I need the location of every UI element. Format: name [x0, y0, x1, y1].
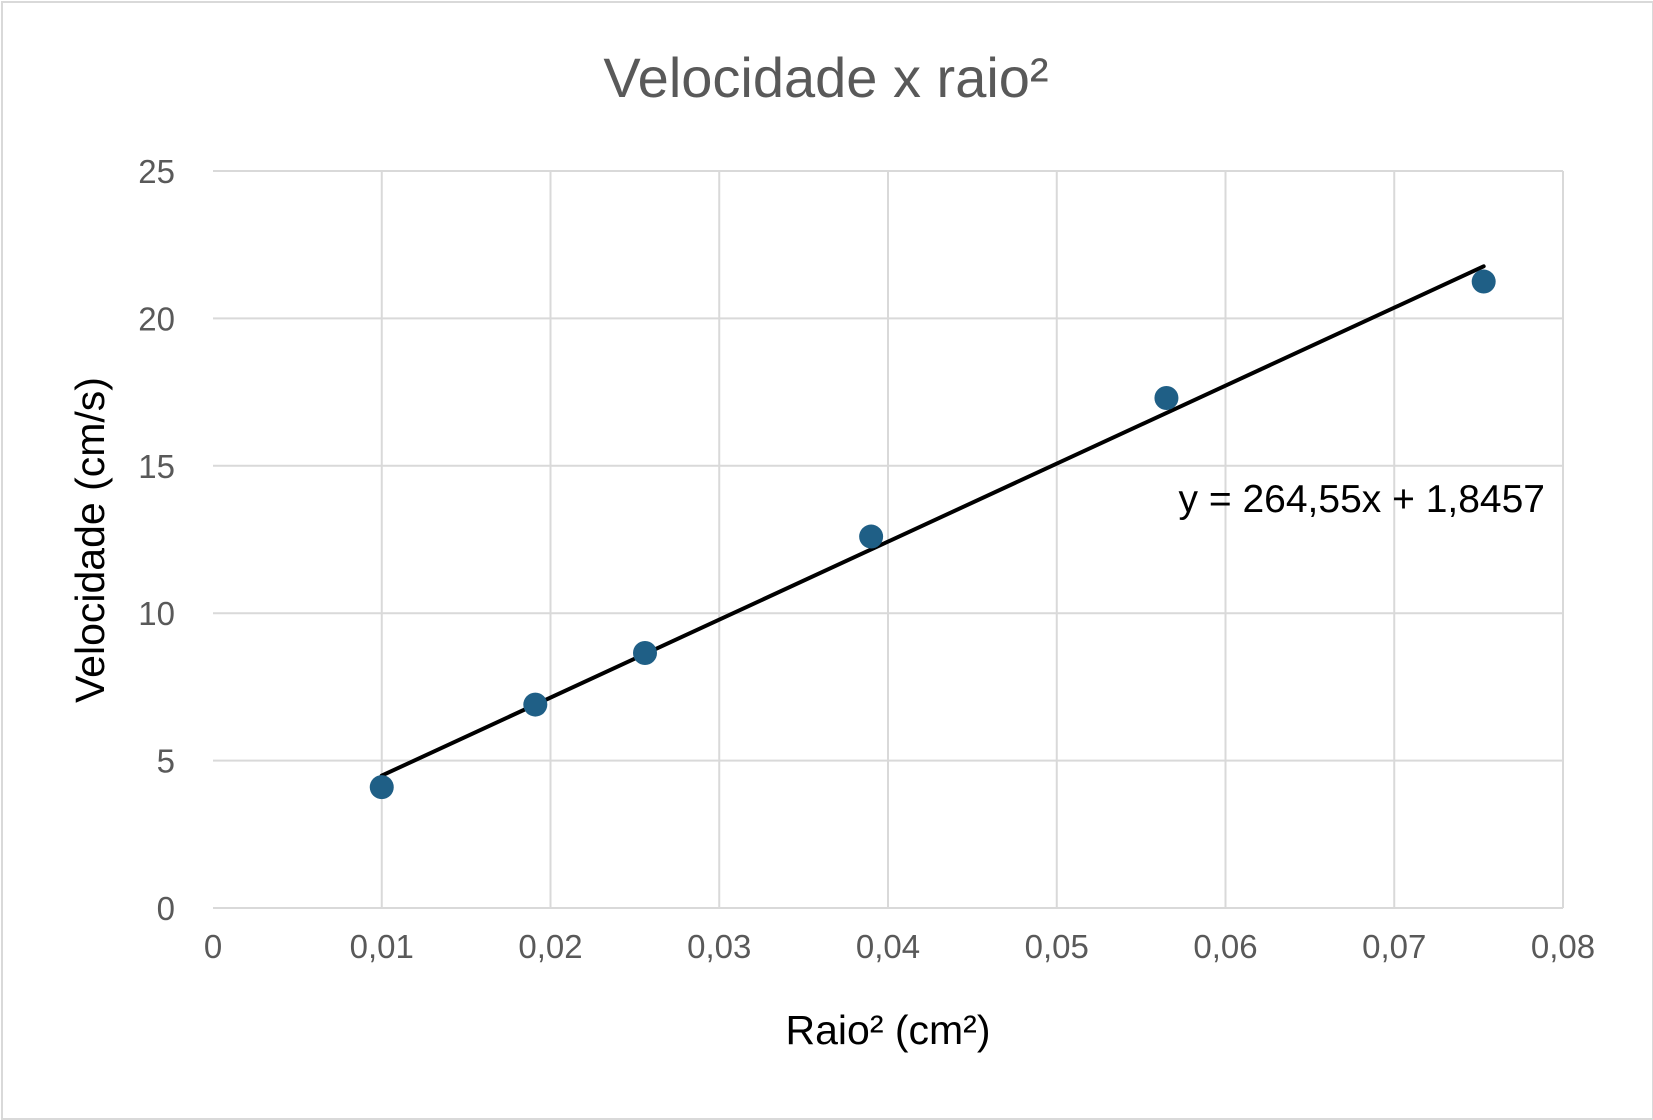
- x-tick-label: 0,06: [1193, 928, 1257, 965]
- y-tick-label: 15: [138, 448, 175, 485]
- y-tick-label: 20: [138, 300, 175, 337]
- x-tick-label: 0,04: [856, 928, 920, 965]
- x-tick-label: 0,03: [687, 928, 751, 965]
- y-tick-label: 5: [157, 743, 175, 780]
- data-point: [859, 524, 884, 549]
- trendline-group: [379, 264, 1486, 778]
- x-tick-label: 0,08: [1531, 928, 1595, 965]
- chart-title: Velocidade x raio²: [603, 46, 1048, 109]
- x-axis-title: Raio² (cm²): [786, 1007, 991, 1053]
- y-tick-label: 10: [138, 595, 175, 632]
- trendline-equation: y = 264,55x + 1,8457: [1179, 478, 1545, 521]
- data-point: [633, 640, 657, 665]
- data-points: [369, 269, 1496, 800]
- x-tick-label: 0,02: [518, 928, 582, 965]
- y-axis-title: Velocidade (cm/s): [67, 377, 113, 703]
- data-point: [523, 692, 548, 717]
- x-tick-label: 0: [204, 928, 222, 965]
- x-tick-label: 0,07: [1362, 928, 1426, 965]
- y-tick-label: 25: [138, 153, 175, 190]
- data-point: [1154, 385, 1179, 410]
- tick-labels: 0 0,01 0,02 0,03 0,04 0,05 0,06 0,07 0,08 0 5 10 15 2…: [138, 153, 1595, 965]
- x-tick-label: 0,05: [1025, 928, 1089, 965]
- trendline: [379, 264, 1486, 778]
- data-point: [369, 775, 394, 800]
- data-point: [1471, 269, 1496, 294]
- x-tick-label: 0,01: [350, 928, 414, 965]
- y-tick-label: 0: [157, 890, 175, 927]
